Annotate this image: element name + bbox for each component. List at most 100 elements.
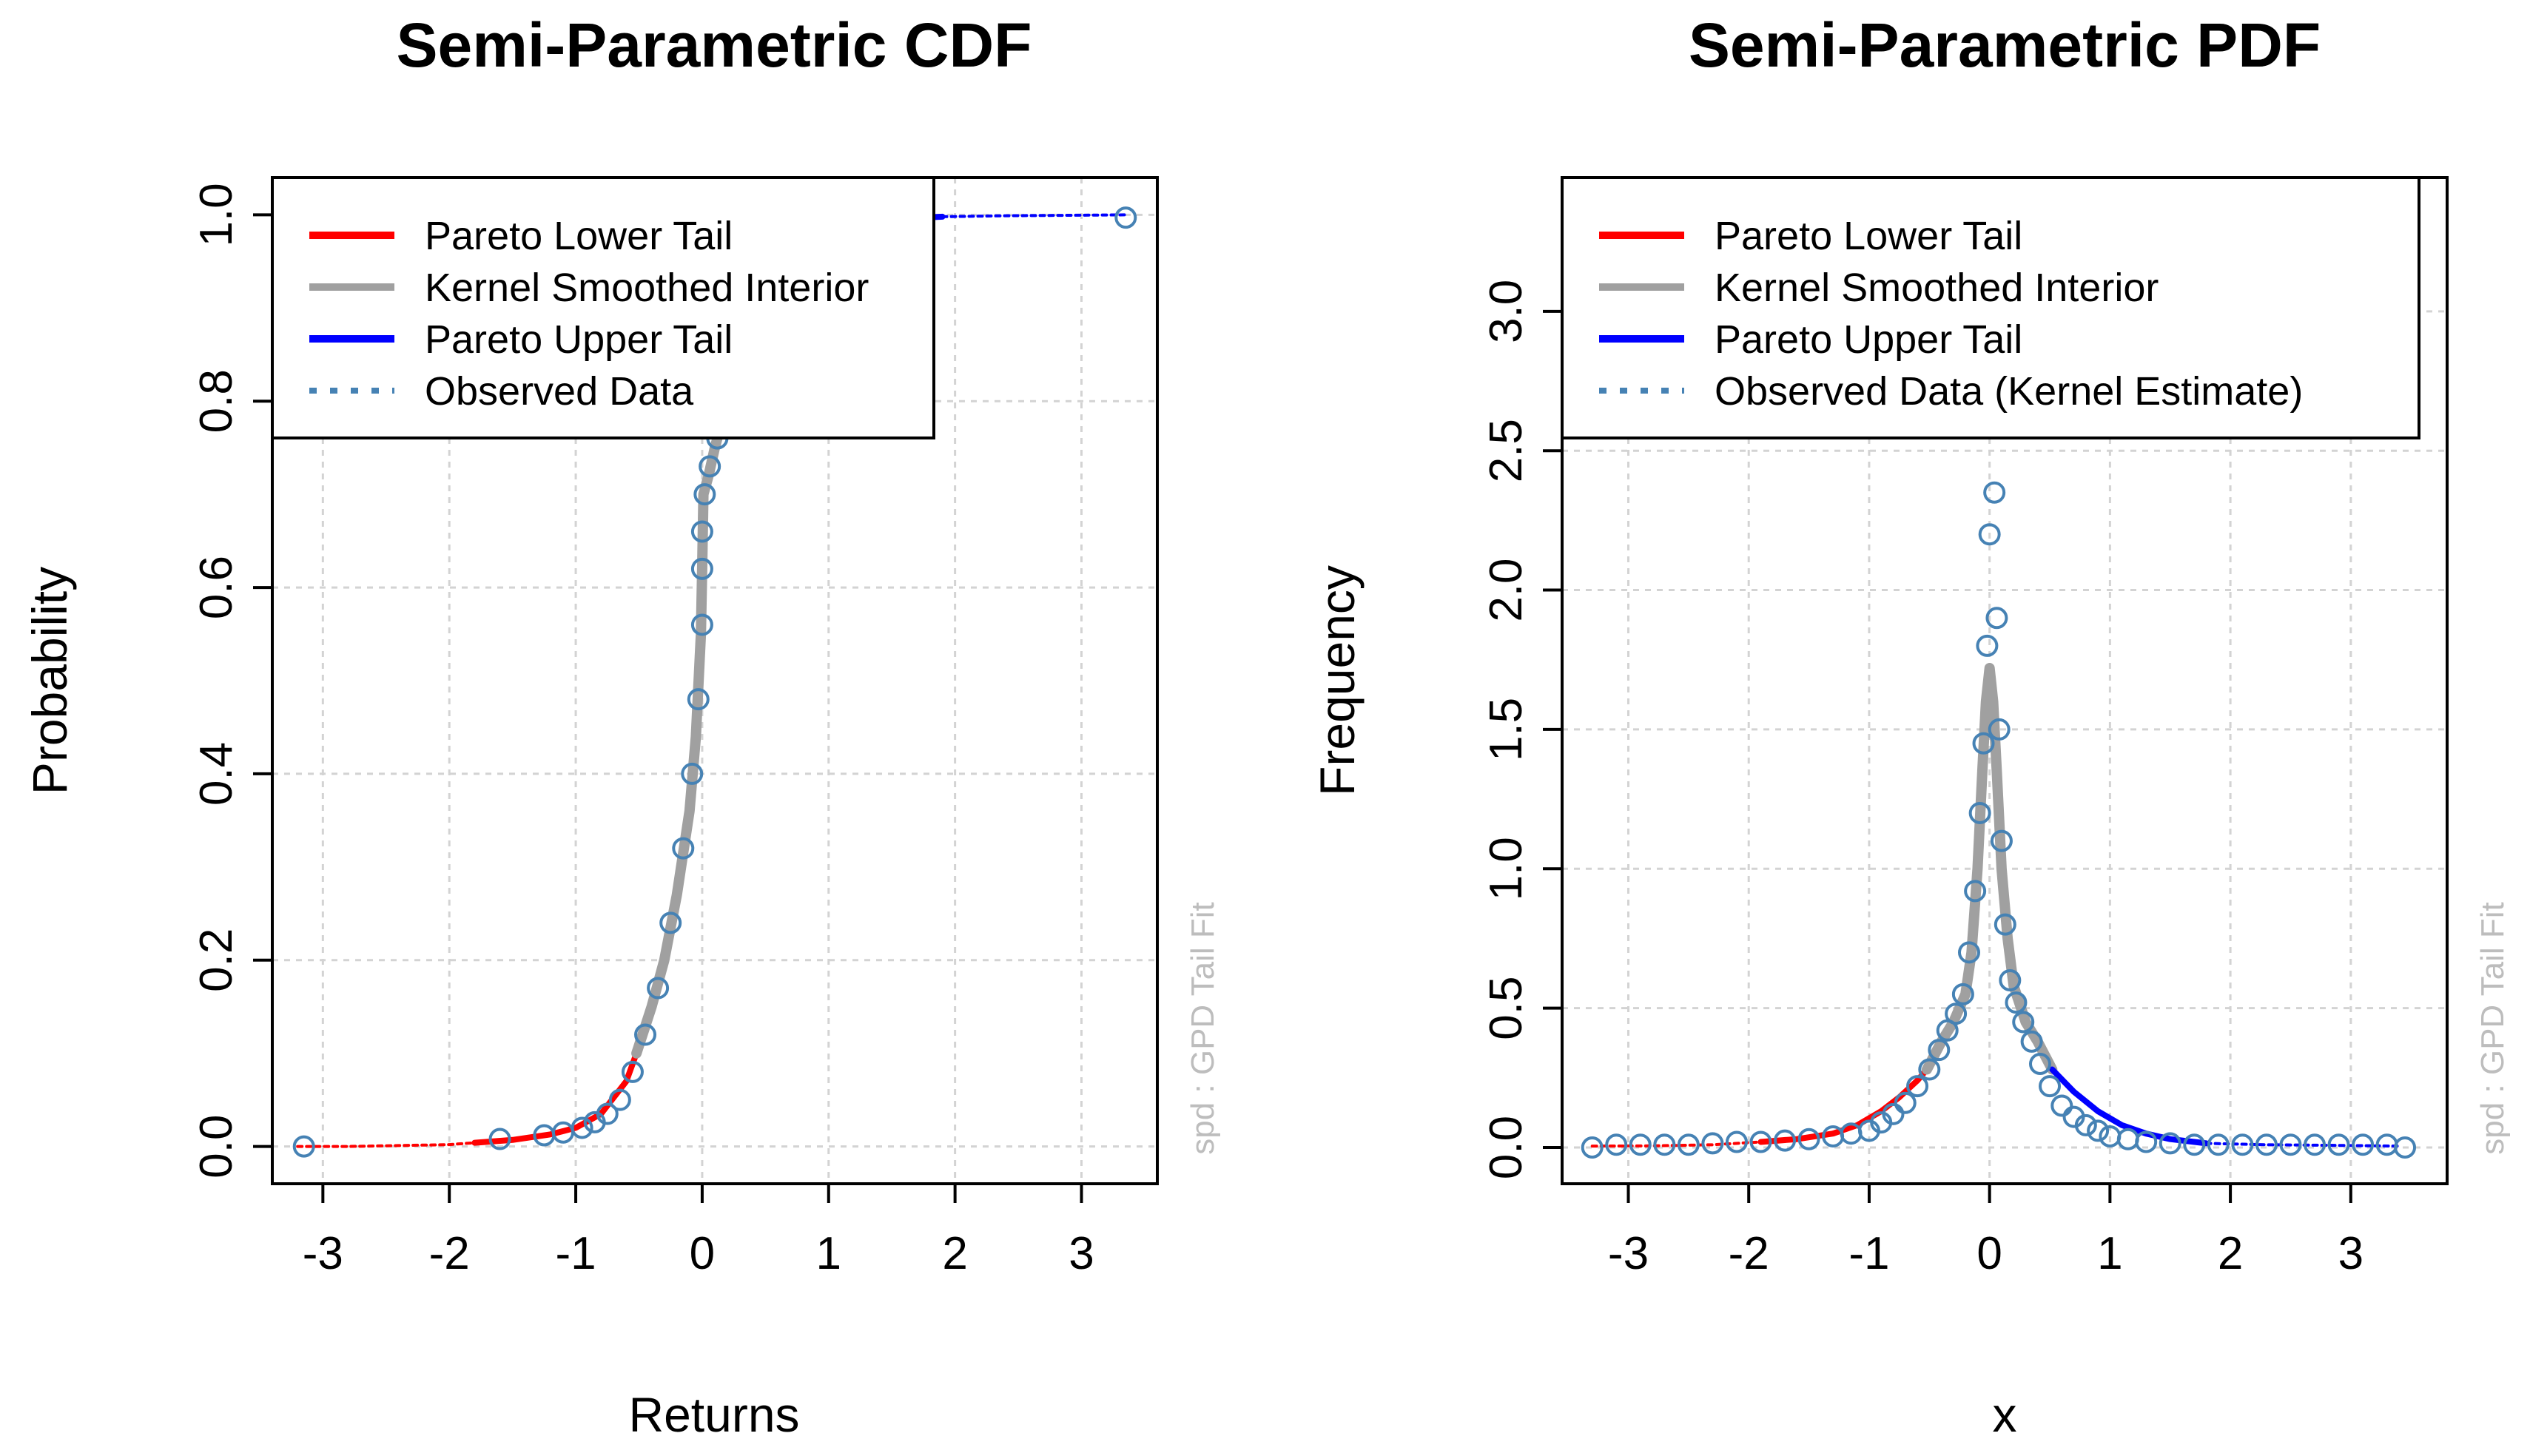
pdf-x-tick-label-1: -2 xyxy=(1729,1228,1769,1279)
pdf-observed-point xyxy=(2231,1133,2254,1156)
cdf-observed-point xyxy=(1114,206,1137,229)
pdf-observed-point xyxy=(2020,1030,2043,1053)
pdf-legend-label-3: Observed Data (Kernel Estimate) xyxy=(1715,369,2303,414)
pdf-observed-point xyxy=(1994,913,2016,936)
cdf-observed-point xyxy=(608,1088,631,1111)
pdf-observed-point xyxy=(1605,1133,1628,1156)
pdf-observed-point xyxy=(1701,1132,1724,1155)
pdf-observed-point xyxy=(1988,718,2011,741)
cdf-y-tick-label-5: 1.0 xyxy=(191,183,242,246)
pdf-observed-point xyxy=(2327,1133,2350,1156)
cdf-y-ticks: 0.0 0.2 0.4 0.6 0.8 1.0 xyxy=(191,183,272,1179)
pdf-observed-point xyxy=(2135,1130,2158,1153)
pdf-y-tick-label-0: 0.0 xyxy=(1481,1116,1532,1179)
pdf-observed-point xyxy=(1951,983,1974,1005)
pdf-observed-point xyxy=(2207,1133,2230,1156)
pdf-series-3 xyxy=(2049,1066,2210,1147)
cdf-series-4 xyxy=(941,213,1128,218)
pdf-legend-label-0: Pareto Lower Tail xyxy=(1715,214,2022,258)
pdf-observed-point xyxy=(1964,880,1987,903)
cdf-legend-box xyxy=(271,176,935,439)
cdf-observed-point xyxy=(699,455,721,478)
pdf-observed-point xyxy=(2039,1075,2062,1098)
cdf-observed-point xyxy=(690,520,713,543)
cdf-x-tick-label-4: 1 xyxy=(816,1228,841,1279)
pdf-observed-point xyxy=(2304,1133,2327,1156)
pdf-observed-point xyxy=(2255,1133,2278,1156)
cdf-legend-label-2: Pareto Upper Tail xyxy=(425,317,733,362)
pdf-observed-point xyxy=(2087,1119,2110,1142)
pdf-observed-point xyxy=(2183,1133,2206,1156)
pdf-x-ticks: -3 -2 -1 0 1 2 3 xyxy=(1608,1184,2364,1279)
pdf-panel: Semi-Parametric PDF -3 -2 -1 0 1 2 3 0.0 0.5 1.0… xyxy=(1310,10,2511,1442)
cdf-series-0 xyxy=(296,1141,477,1148)
cdf-x-tick-label-5: 2 xyxy=(942,1228,967,1279)
pdf-series-1 xyxy=(1757,1066,1930,1145)
pdf-observed-point xyxy=(1978,523,2001,546)
cdf-y-tick-label-2: 0.4 xyxy=(191,742,242,806)
pdf-observed-point xyxy=(1629,1133,1652,1156)
cdf-observed-point xyxy=(687,688,710,711)
pdf-legend-box xyxy=(1561,176,2420,439)
pdf-legend-label-1: Kernel Smoothed Interior xyxy=(1715,266,2159,310)
cdf-legend: Pareto Lower Tail Kernel Smoothed Interio… xyxy=(271,176,935,439)
pdf-y-axis-label: Frequency xyxy=(1310,565,1365,796)
pdf-series-0 xyxy=(1590,1140,1763,1148)
cdf-y-axis-label: Probability xyxy=(22,567,77,795)
cdf-y-tick-label-0: 0.0 xyxy=(191,1115,242,1179)
pdf-x-tick-label-4: 1 xyxy=(2097,1228,2122,1279)
pdf-observed-point xyxy=(2029,1053,2052,1076)
cdf-side-note: spd : GPD Tail Fit xyxy=(1185,902,1221,1155)
pdf-observed-point xyxy=(1774,1129,1797,1152)
cdf-observed-point xyxy=(488,1128,511,1150)
pdf-y-tick-label-1: 0.5 xyxy=(1481,977,1532,1040)
pdf-y-tick-label-6: 3.0 xyxy=(1481,280,1532,343)
cdf-x-tick-label-6: 3 xyxy=(1069,1228,1094,1279)
pdf-observed-point xyxy=(1725,1130,1748,1153)
pdf-side-note: spd : GPD Tail Fit xyxy=(2475,902,2511,1155)
pdf-observed-point xyxy=(1999,968,2022,991)
pdf-observed-point xyxy=(2012,1011,2035,1034)
cdf-observed-point xyxy=(621,1060,644,1083)
cdf-observed-point xyxy=(659,911,682,934)
cdf-y-tick-label-3: 0.6 xyxy=(191,556,242,619)
pdf-y-tick-label-3: 1.5 xyxy=(1481,698,1532,761)
pdf-y-tick-label-4: 2.0 xyxy=(1481,558,1532,621)
cdf-y-tick-label-1: 0.2 xyxy=(191,928,242,992)
pdf-observed-point xyxy=(1653,1133,1676,1156)
pdf-y-tick-label-2: 1.0 xyxy=(1481,837,1532,900)
pdf-observed-point xyxy=(1957,941,1980,964)
pdf-observed-point xyxy=(1985,607,2008,630)
cdf-y-tick-label-4: 0.8 xyxy=(191,369,242,433)
pdf-observed-point xyxy=(1945,1002,1968,1025)
pdf-observed-point xyxy=(2074,1113,2097,1136)
pdf-observed-point xyxy=(1968,801,1991,824)
cdf-x-ticks: -3 -2 -1 0 1 2 3 xyxy=(303,1184,1094,1279)
pdf-observed-point xyxy=(2050,1094,2073,1117)
pdf-observed-point xyxy=(1749,1130,1772,1153)
pdf-observed-point xyxy=(2394,1136,2417,1159)
cdf-observed-point xyxy=(693,483,716,506)
cdf-observed-point xyxy=(634,1023,657,1046)
cdf-observed-point xyxy=(292,1135,315,1158)
pdf-observed-point xyxy=(1983,481,2006,504)
pdf-series-4 xyxy=(2204,1142,2401,1148)
cdf-observed-point xyxy=(681,762,704,785)
pdf-observed-point xyxy=(2159,1132,2181,1155)
pdf-observed-point xyxy=(2352,1133,2375,1156)
cdf-x-tick-label-0: -3 xyxy=(303,1228,343,1279)
cdf-legend-label-3: Observed Data xyxy=(425,369,694,414)
pdf-x-tick-label-2: -1 xyxy=(1848,1228,1889,1279)
cdf-legend-label-1: Kernel Smoothed Interior xyxy=(425,266,869,310)
cdf-legend-label-0: Pareto Lower Tail xyxy=(425,214,733,258)
cdf-x-tick-label-3: 0 xyxy=(690,1228,715,1279)
cdf-observed-point xyxy=(647,977,670,1000)
cdf-observed-point xyxy=(690,557,713,580)
cdf-observed-point xyxy=(596,1102,619,1125)
pdf-legend: Pareto Lower Tail Kernel Smoothed Interio… xyxy=(1561,176,2420,439)
cdf-x-axis-label: Returns xyxy=(628,1387,799,1442)
cdf-x-tick-label-2: -1 xyxy=(555,1228,596,1279)
cdf-observed-point xyxy=(571,1116,593,1139)
pdf-x-tick-label-3: 0 xyxy=(1976,1228,2002,1279)
